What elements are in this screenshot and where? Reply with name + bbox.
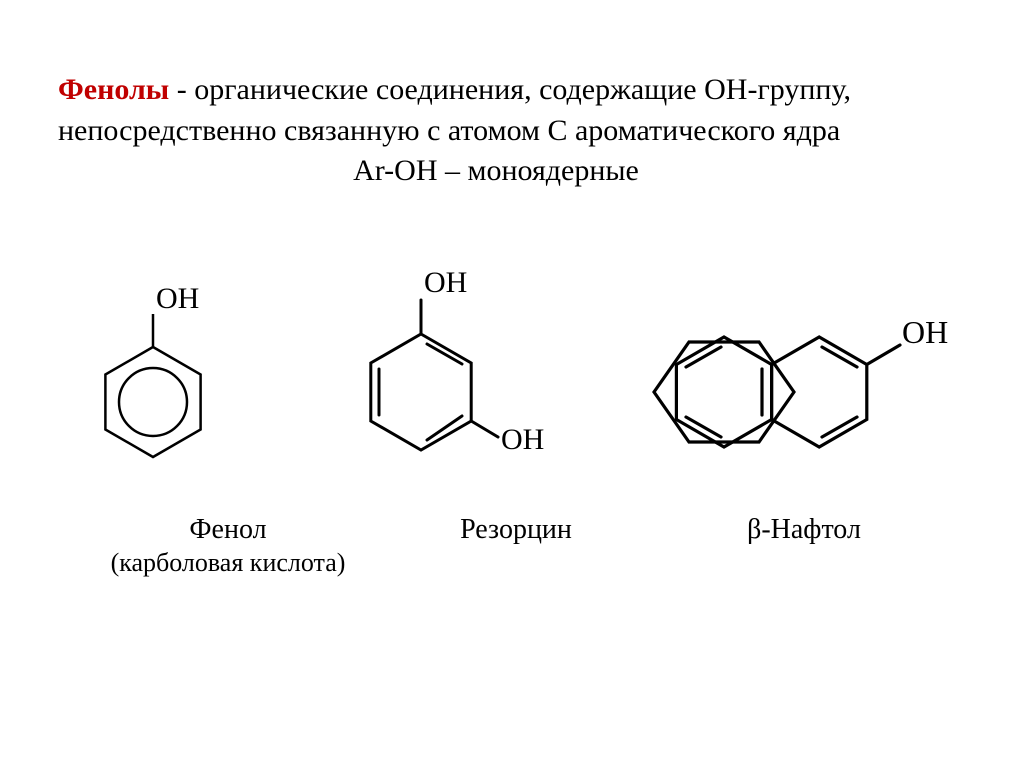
resorcinol-name: Резорцин: [386, 512, 646, 547]
definition-dash: -: [169, 73, 194, 106]
naphthol-oh-label: OH: [902, 314, 948, 350]
resorcinol-svg: OH OH: [326, 252, 546, 482]
phenol-oh-label: OH: [156, 282, 199, 315]
structure-beta-naphthol: OH: [634, 287, 964, 482]
term-phenols: Фенолы: [58, 73, 169, 106]
phenol-subname: (карболовая кислота): [108, 547, 348, 580]
label-phenol: Фенол (карболовая кислота): [108, 512, 348, 580]
phenol-svg: OH: [68, 272, 238, 482]
structure-phenol: OH: [68, 272, 238, 482]
naphthol-svg: OH: [634, 287, 964, 482]
label-resorcinol: Резорцин: [386, 512, 646, 580]
phenol-name: Фенол: [108, 512, 348, 547]
label-naphthol: β-Нафтол: [664, 512, 944, 580]
resorcinol-oh2-label: OH: [501, 423, 544, 456]
slide-content: Фенолы - органические соединения, содерж…: [0, 0, 1024, 579]
structure-resorcinol: OH OH: [326, 252, 546, 482]
resorcinol-oh1-label: OH: [424, 266, 467, 299]
generic-formula: Ar-OH – моноядерные: [18, 151, 974, 192]
definition-paragraph: Фенолы - органические соединения, содерж…: [58, 70, 974, 151]
structures-row: OH: [58, 252, 974, 482]
naphthol-name: β-Нафтол: [664, 512, 944, 547]
labels-row: Фенол (карболовая кислота) Резорцин β-На…: [58, 512, 974, 580]
